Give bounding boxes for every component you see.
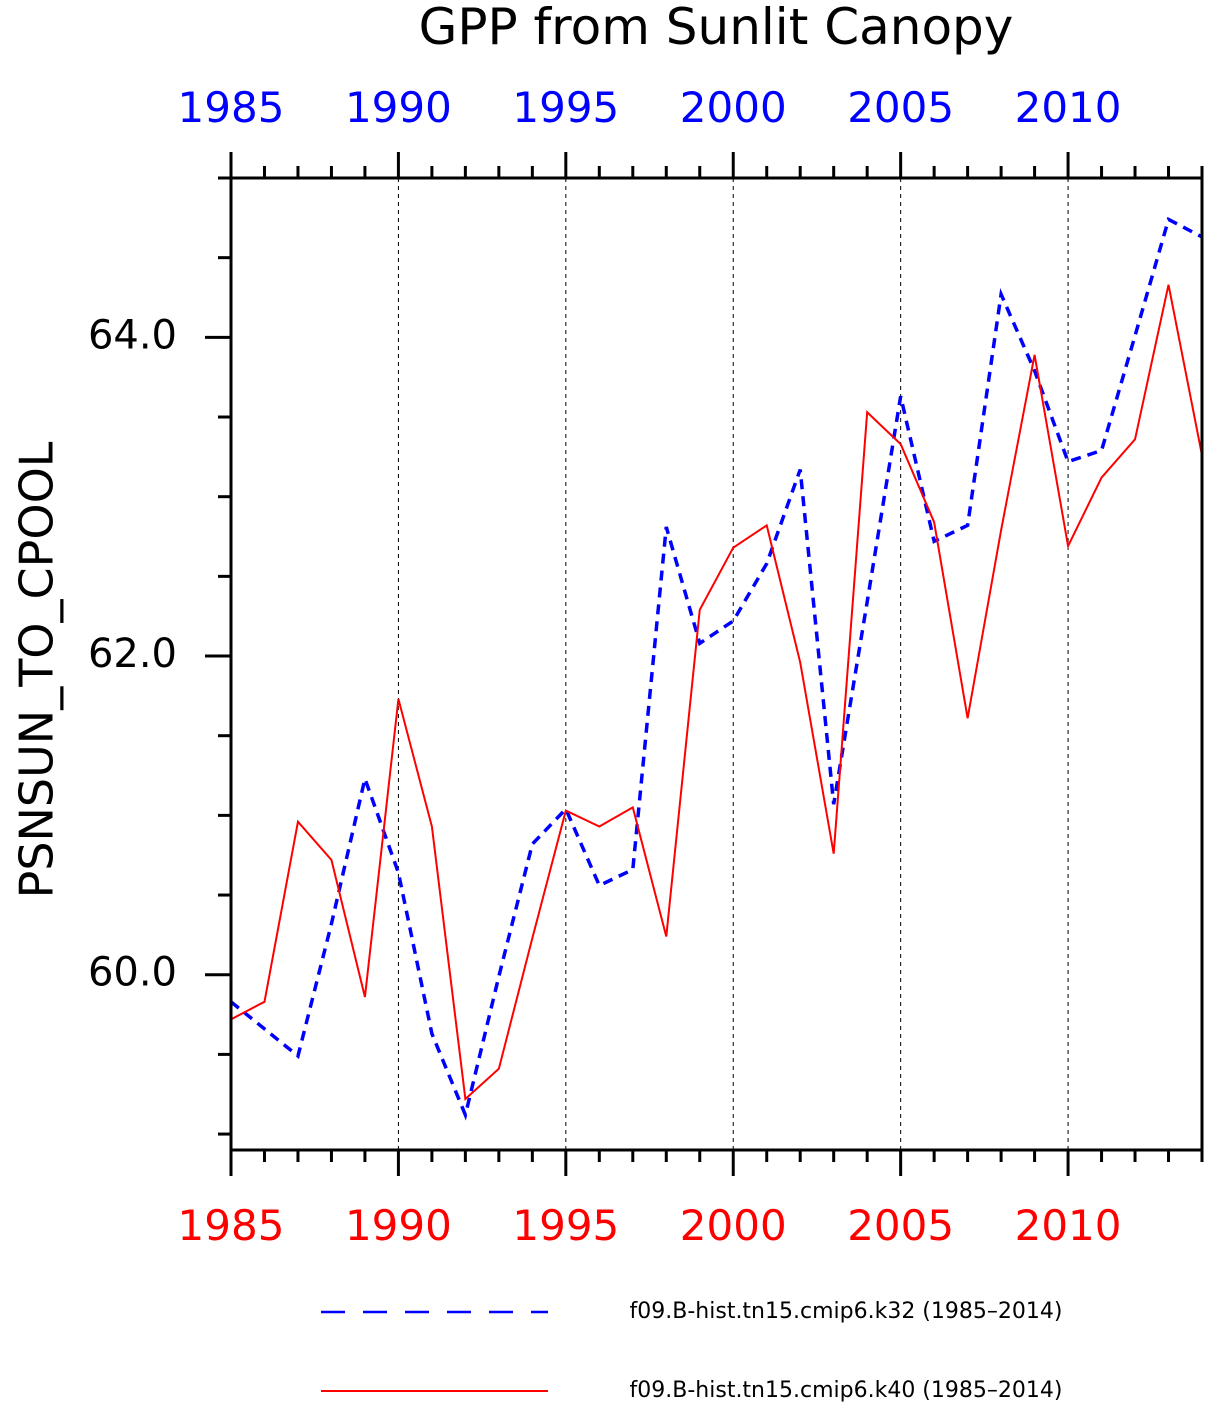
plot-frame	[229, 176, 1204, 1152]
legend: f09.B-hist.tn15.cmip6.k32 (1985–2014) f09…	[321, 1299, 1062, 1403]
y-tick-label: 62.0	[88, 631, 177, 677]
y-tick-label: 64.0	[88, 312, 177, 358]
legend-label-2: f09.B-hist.tn15.cmip6.k40 (1985–2014)	[630, 1378, 1063, 1403]
axes: 1985 1985 1990 1990 1995 1995 2000 2000 2005 2005…	[88, 83, 1204, 1250]
y-axis-label: PSNSUN_TO_CPOOL	[10, 441, 64, 898]
x-tick-label-top: 1990	[345, 83, 452, 132]
x-tick-label-top: 1985	[178, 83, 285, 132]
x-tick-label-bottom: 1985	[178, 1201, 285, 1250]
chart-title: GPP from Sunlit Canopy	[419, 0, 1014, 56]
x-tick-label-bottom: 2010	[1015, 1201, 1122, 1250]
x-tick-label-bottom: 2005	[847, 1201, 954, 1250]
series-line-1	[229, 216, 1203, 1121]
x-tick-label-bottom: 1990	[345, 1201, 452, 1250]
series-layer	[229, 216, 1203, 1121]
x-tick-label-top: 2010	[1015, 83, 1122, 132]
x-tick-label-top: 2005	[847, 83, 954, 132]
series-line-2	[230, 284, 1203, 1102]
y-tick-label: 60.0	[88, 950, 177, 996]
x-tick-label-top: 2000	[680, 83, 787, 132]
grid-lines	[397, 178, 1069, 1150]
x-tick-label-bottom: 2000	[680, 1201, 787, 1250]
x-tick-label-top: 1995	[512, 83, 619, 132]
x-tick-label-bottom: 1995	[512, 1201, 619, 1250]
legend-label-1: f09.B-hist.tn15.cmip6.k32 (1985–2014)	[630, 1299, 1063, 1324]
